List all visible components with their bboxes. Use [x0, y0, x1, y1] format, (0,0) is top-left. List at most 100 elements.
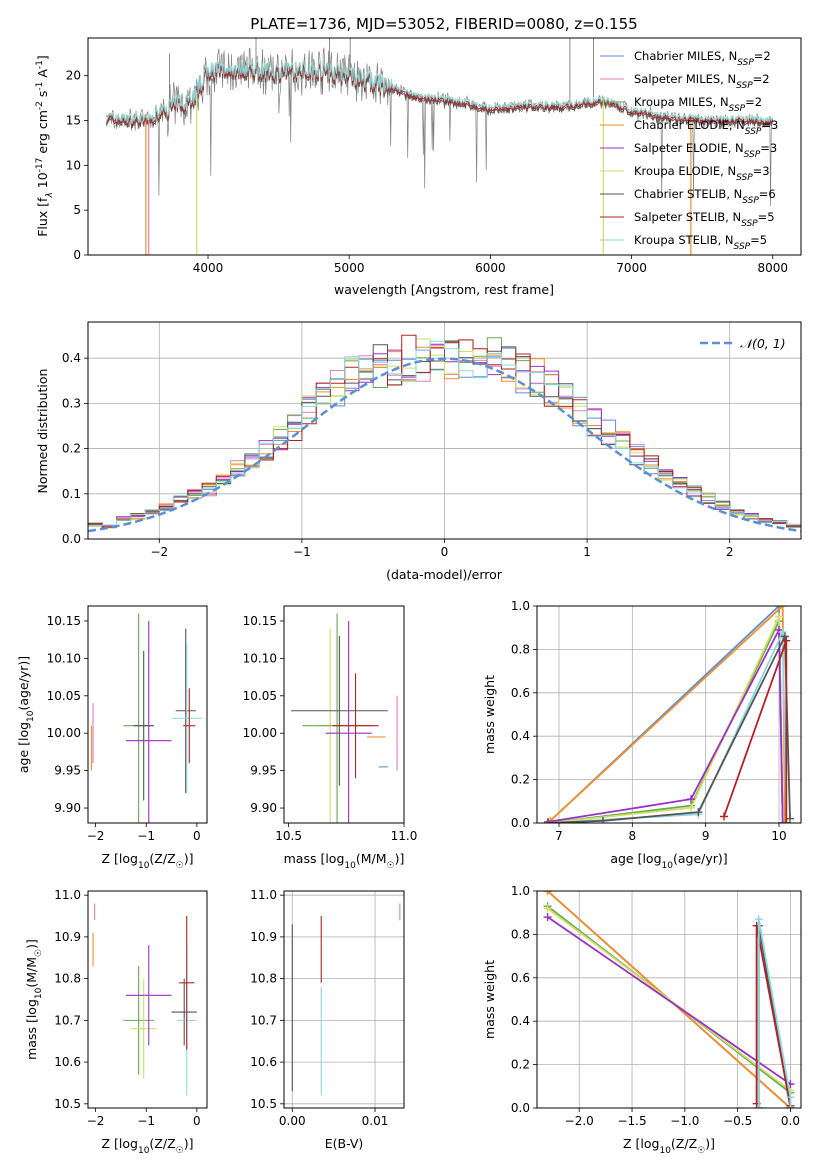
y-tick-label: 11.0	[250, 888, 277, 902]
mass-weight-line	[547, 620, 784, 823]
legend-label: Kroupa STELIB, NSSP=5	[634, 233, 767, 252]
mass-vs-Z-plot-area	[92, 903, 197, 1096]
mass-weight-marker	[775, 612, 783, 621]
y-tick-label: 10.9	[54, 930, 81, 944]
x-axis-label: wavelength [Angstrom, rest frame]	[334, 282, 554, 297]
y-axis-label: mass weight	[482, 675, 497, 754]
x-tick-label: 0	[441, 545, 449, 559]
mass-weight-marker	[694, 808, 703, 817]
y-tick-label: 0.6	[511, 971, 530, 985]
x-tick-label: 1	[583, 545, 591, 559]
x-tick-label: 6000	[475, 261, 506, 275]
age-vs-mass-plot-area	[290, 613, 398, 823]
residuals-plot-area	[88, 334, 801, 533]
y-tick-label: 10.05	[47, 689, 81, 703]
x-tick-label: 8	[629, 829, 637, 843]
y-tick-label: 10.5	[54, 1097, 81, 1111]
normal-curve	[88, 357, 801, 533]
weight-vs-age-frame	[536, 605, 802, 824]
legend-label: Chabrier STELIB, NSSP=6	[634, 187, 776, 206]
y-tick-label: 9.90	[250, 801, 277, 815]
y-tick-label: 10.00	[47, 726, 81, 740]
age-vs-Z-plot-area	[90, 613, 202, 823]
x-tick-label: −1.5	[617, 1114, 646, 1128]
y-tick-label: 10.7	[250, 1013, 277, 1027]
y-tick-label: 10.10	[47, 651, 81, 665]
mass-weight-marker	[780, 819, 789, 823]
mass-vs-Z-frame	[87, 890, 208, 1109]
y-tick-label: 10.15	[47, 614, 81, 628]
y-tick-label: 10.15	[243, 614, 277, 628]
mass-weight-marker	[543, 913, 552, 922]
y-tick-label: 10	[66, 158, 81, 172]
residuals-frame	[87, 321, 802, 540]
x-tick-label: 0.0	[781, 1114, 800, 1128]
x-tick-label: 0.01	[362, 1114, 389, 1128]
y-tick-label: 0.8	[511, 642, 530, 656]
weight-vs-Z-panel: −2.0 −1.5 −1.0 −0.5 0.0 0.0 0.2 0.4 0.6 0.8 1.0	[511, 884, 802, 1128]
age-vs-mass-panel: 10.5 11.0 9.90 9.95 10.00 10.05 10.10 10.15	[243, 605, 418, 843]
weight-vs-Z-plot-area	[543, 891, 795, 1108]
y-tick-label: 20	[66, 69, 81, 83]
mass-weight-line	[547, 916, 791, 1085]
spectrum-frame	[87, 37, 802, 256]
y-tick-label: 9.90	[54, 801, 81, 815]
y-axis-label: Normed distribution	[35, 369, 50, 494]
y-tick-label: 0.4	[511, 729, 530, 743]
mass-weight-marker	[780, 632, 789, 641]
mass-weight-marker	[778, 628, 787, 637]
model-spectrum-line	[106, 58, 774, 125]
x-tick-label: 0	[193, 829, 201, 843]
weight-vs-age-plot-area	[544, 606, 794, 823]
x-tick-label: 0.00	[279, 1114, 306, 1128]
mass-weight-marker	[543, 891, 552, 895]
x-tick-label: 2	[726, 545, 734, 559]
x-axis-label: age [log10(age/yr)]	[610, 851, 727, 871]
mass-weight-marker	[754, 1104, 763, 1108]
y-tick-label: 0.0	[511, 816, 530, 830]
legend-label: Chabrier MILES, NSSP=2	[634, 49, 771, 68]
y-tick-label: 0.3	[62, 396, 81, 410]
x-tick-label: −1	[137, 1114, 155, 1128]
x-axis-label: Z [log10(Z/Z☉)]	[102, 851, 194, 871]
legend-label: Salpeter STELIB, NSSP=5	[634, 210, 775, 229]
y-tick-label: 10.5	[250, 1097, 277, 1111]
mass-weight-marker	[782, 819, 791, 823]
x-tick-label: 5000	[334, 261, 365, 275]
y-axis-label: age [log10(age/yr)]	[16, 656, 36, 773]
mass-weight-marker	[720, 812, 728, 821]
x-tick-label: 8000	[757, 261, 788, 275]
legend-label: Salpeter ELODIE, NSSP=3	[634, 141, 777, 160]
mass-weight-line	[549, 606, 786, 823]
mass-weight-line	[547, 631, 788, 823]
weight-vs-age-panel: 7 8 9 10 0.0 0.2 0.4 0.6 0.8 1.0	[511, 599, 802, 843]
mass-weight-line	[547, 636, 791, 823]
x-tick-label: 0	[193, 1114, 201, 1128]
x-axis-label: Z [log10(Z/Z☉)]	[623, 1136, 715, 1156]
x-tick-label: −1	[137, 829, 155, 843]
x-tick-label: 11.0	[391, 829, 418, 843]
mass-weight-line	[757, 919, 792, 1108]
mass-weight-marker	[778, 606, 787, 610]
mass-vs-ebv-panel: 0.00 0.01 10.5 10.6 10.7 10.8 10.9 11.0	[250, 888, 405, 1128]
weight-vs-Z-frame	[536, 890, 802, 1109]
mass-weight-marker	[786, 1104, 795, 1108]
y-tick-label: 10.8	[54, 972, 81, 986]
x-tick-label: −2	[150, 545, 168, 559]
x-tick-label: 9	[702, 829, 710, 843]
y-tick-label: 0.0	[511, 1101, 530, 1115]
y-tick-label: 9.95	[54, 764, 81, 778]
legend-label: Kroupa ELODIE, NSSP=3	[634, 164, 770, 183]
x-axis-label: Z [log10(Z/Z☉)]	[102, 1136, 194, 1156]
legend-label: Kroupa MILES, NSSP=2	[634, 95, 762, 114]
chart-title: PLATE=1736, MJD=53052, FIBERID=0080, z=0…	[250, 15, 637, 33]
x-tick-label: 4000	[193, 261, 224, 275]
y-tick-label: 10.10	[243, 651, 277, 665]
y-tick-label: 15	[66, 113, 81, 127]
mass-weight-marker	[782, 636, 791, 645]
age-vs-Z-frame	[87, 605, 208, 824]
mass-weight-marker	[687, 803, 695, 812]
x-axis-label: E(B-V)	[325, 1136, 364, 1151]
x-tick-label: 10	[771, 829, 786, 843]
mass-vs-ebv-frame	[283, 890, 405, 1109]
